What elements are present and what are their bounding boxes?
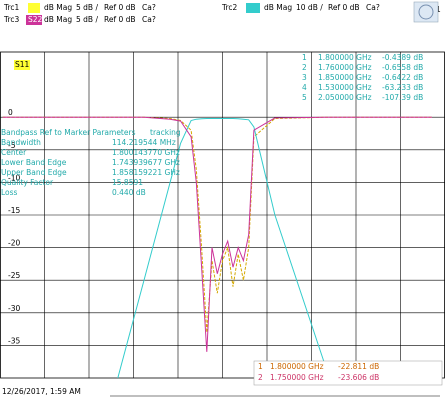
y-tick-label: -35 (8, 336, 20, 345)
trace-cal: Ca? (142, 3, 156, 12)
marker-entry: 5 (302, 93, 307, 102)
y-tick-label: 0 (8, 108, 13, 117)
trace-swatch (246, 3, 260, 13)
trace-swatch (26, 15, 42, 25)
marker-entry: 1.760000 GHz (318, 63, 372, 72)
trace-cal: Ca? (366, 3, 380, 12)
trace-format: dB Mag (44, 3, 72, 12)
y-tick-label: -25 (8, 271, 20, 280)
bandpass-entry: Center (1, 148, 27, 157)
y-tick-label: -20 (8, 239, 20, 248)
bandpass-entry: 15.8591 (112, 178, 143, 187)
bandpass-entry: 1.800143770 GHz (112, 148, 180, 157)
marker-entry: -22.811 dB (338, 362, 379, 371)
y-tick-label: -30 (8, 304, 20, 313)
trace (117, 118, 328, 379)
trace-name: Trc2 (221, 3, 238, 12)
marker-entry: 1.750000 GHz (270, 373, 324, 382)
trace-name: Trc1 (3, 3, 20, 12)
trace (2, 116, 432, 352)
trace-ref: Ref 0 dB (104, 15, 136, 24)
bandpass-entry: 1.743939677 GHz (112, 158, 180, 167)
bandpass-entry: Lower Band Edge (1, 158, 67, 167)
marker-entry: -107.39 dB (382, 93, 423, 102)
y-tick-label: -15 (8, 206, 20, 215)
bandpass-entry: Bandwidth (1, 138, 41, 147)
trace-scale: 5 dB / (76, 15, 98, 24)
trace-ref: Ref 0 dB (104, 3, 136, 12)
logo (413, 1, 439, 23)
trace-swatch (28, 3, 40, 13)
marker-entry: 2.050000 GHz (318, 93, 372, 102)
y-tick-label: -10 (8, 173, 20, 182)
bandpass-entry: 114.219544 MHz (112, 138, 176, 147)
chart-title: S11 (15, 60, 30, 69)
timestamp: 12/26/2017, 1:59 AM (2, 387, 81, 396)
marker-entry: 2 (302, 63, 307, 72)
marker-entry: 1 (302, 53, 307, 62)
bandpass-entry: 0.440 dB (112, 188, 146, 197)
trace-param: S22 (28, 15, 43, 24)
bandpass-entry: Quality Factor (1, 178, 54, 187)
marker-entry: -63.233 dB (382, 83, 423, 92)
trace-cal: Ca? (142, 15, 156, 24)
y-tick-label: -5 (8, 141, 16, 150)
bandpass-entry: Upper Band Edge (1, 168, 67, 177)
trace-ref: Ref 0 dB (328, 3, 360, 12)
marker-entry: 1.850000 GHz (318, 73, 372, 82)
bandpass-title: Bandpass Ref to Marker Parameters (1, 128, 136, 137)
bandpass-entry: Loss (1, 188, 18, 197)
marker-entry: 1.800000 GHz (270, 362, 324, 371)
bandpass-entry: 1.858159221 GHz (112, 168, 180, 177)
title-box (14, 60, 30, 70)
marker-entry: -0.6558 dB (382, 63, 423, 72)
trace-format: dB Mag (44, 15, 72, 24)
marker-entry: -0.4389 dB (382, 53, 423, 62)
marker-entry: -23.606 dB (338, 373, 379, 382)
trace-name: Trc3 (3, 15, 20, 24)
marker-entry: 1.800000 GHz (318, 53, 372, 62)
channel: 1 (436, 5, 441, 14)
marker-entry: 2 (258, 373, 263, 382)
marker-entry: -0.6422 dB (382, 73, 423, 82)
bandpass-mode: tracking (150, 128, 181, 137)
marker-entry: 3 (302, 73, 307, 82)
trace-scale: 10 dB / (296, 3, 323, 12)
trace-format: dB Mag (264, 3, 292, 12)
marker-entry: 1.530000 GHz (318, 83, 372, 92)
marker-entry: 1 (258, 362, 263, 371)
marker-entry: 4 (302, 83, 307, 92)
trace-scale: 5 dB / (76, 3, 98, 12)
marker-box (253, 360, 443, 386)
